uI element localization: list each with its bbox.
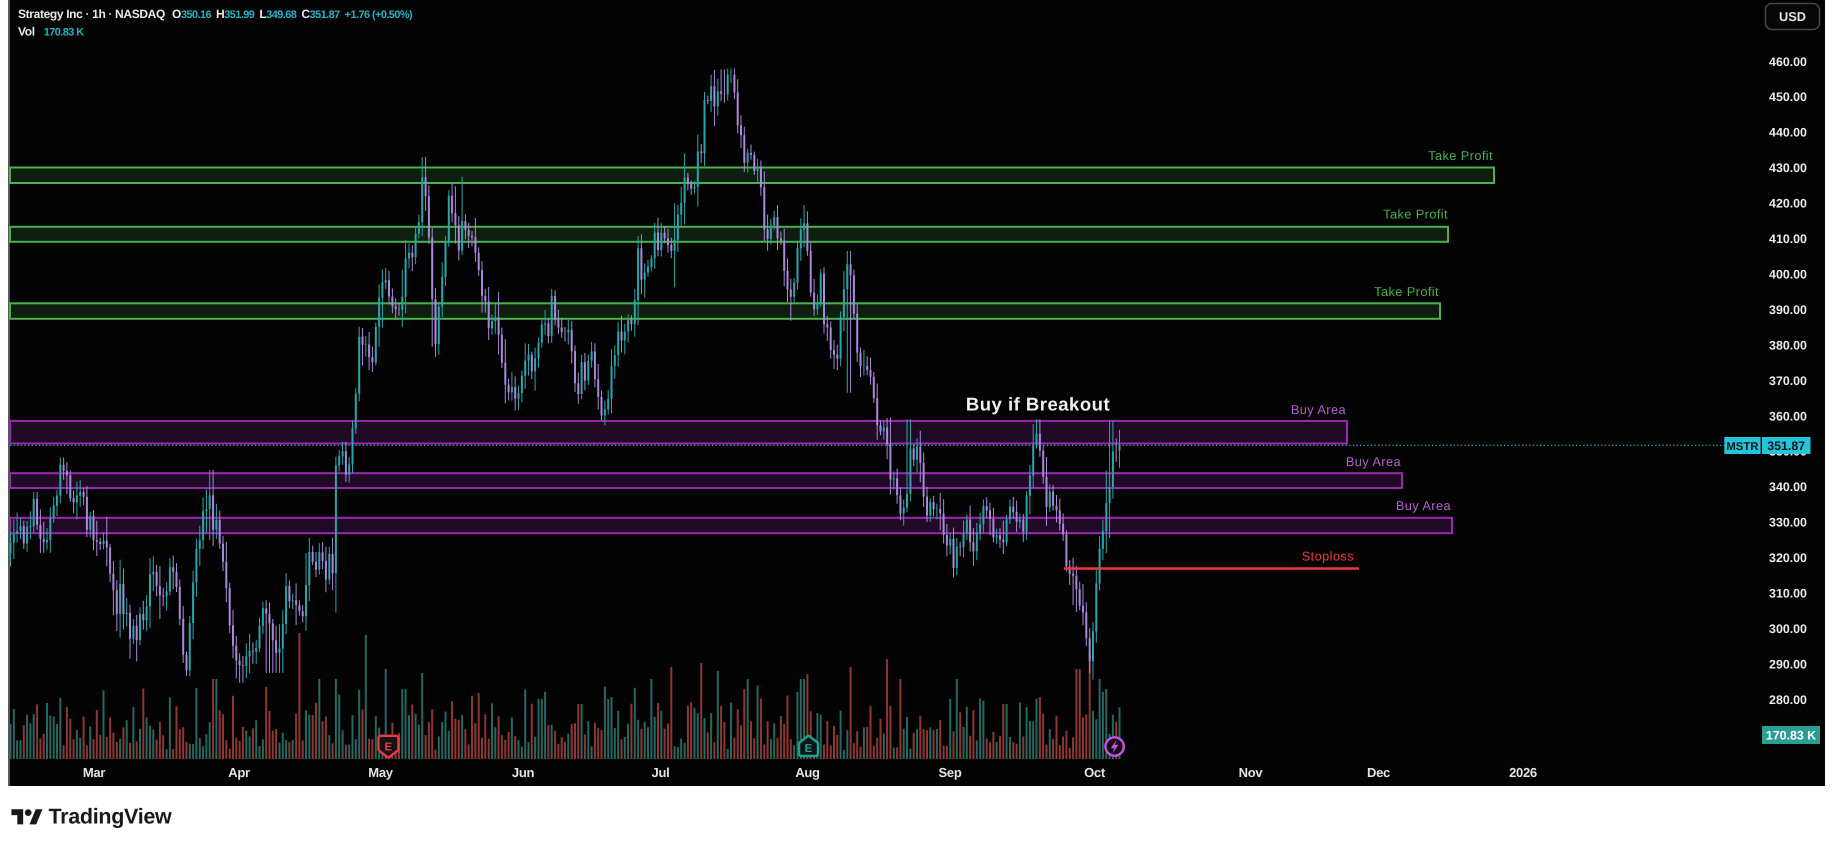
svg-text:Nov: Nov xyxy=(1239,765,1264,780)
svg-text:430.00: 430.00 xyxy=(1769,161,1807,175)
svg-text:Buy Area: Buy Area xyxy=(1291,402,1347,417)
svg-text:Aug: Aug xyxy=(795,765,820,780)
svg-text:TradingView: TradingView xyxy=(49,804,173,828)
svg-text:May: May xyxy=(368,765,393,780)
svg-text:280.00: 280.00 xyxy=(1769,693,1807,707)
svg-text:460.00: 460.00 xyxy=(1769,55,1807,69)
svg-text:320.00: 320.00 xyxy=(1769,551,1807,565)
svg-text:Take Profit: Take Profit xyxy=(1428,148,1493,163)
svg-text:330.00: 330.00 xyxy=(1769,516,1807,530)
svg-text:Buy if Breakout: Buy if Breakout xyxy=(966,393,1110,414)
svg-text:410.00: 410.00 xyxy=(1769,232,1807,246)
svg-text:380.00: 380.00 xyxy=(1769,338,1807,352)
svg-text:Take Profit: Take Profit xyxy=(1383,206,1448,221)
svg-text:Sep: Sep xyxy=(939,765,962,780)
svg-text:Oct: Oct xyxy=(1084,765,1106,780)
svg-text:E: E xyxy=(385,742,393,754)
svg-text:Buy Area: Buy Area xyxy=(1346,454,1402,469)
svg-text:400.00: 400.00 xyxy=(1769,268,1807,282)
svg-text:300.00: 300.00 xyxy=(1769,622,1807,636)
svg-text:Stoploss: Stoploss xyxy=(1302,549,1354,564)
svg-text:170.83 K: 170.83 K xyxy=(1766,729,1816,743)
svg-text:E: E xyxy=(805,743,813,755)
svg-text:390.00: 390.00 xyxy=(1769,303,1807,317)
svg-text:Jun: Jun xyxy=(512,765,535,780)
svg-text:Dec: Dec xyxy=(1367,765,1390,780)
svg-text:MSTR: MSTR xyxy=(1726,441,1758,453)
svg-text:Apr: Apr xyxy=(228,765,250,780)
svg-text:Mar: Mar xyxy=(83,765,105,780)
svg-text:Buy Area: Buy Area xyxy=(1396,498,1452,513)
svg-text:360.00: 360.00 xyxy=(1769,409,1807,423)
svg-text:440.00: 440.00 xyxy=(1769,126,1807,140)
svg-text:2026: 2026 xyxy=(1509,765,1537,780)
svg-text:Vol 170.83 K: Vol 170.83 K xyxy=(18,25,84,39)
svg-text:370.00: 370.00 xyxy=(1769,374,1807,388)
svg-text:290.00: 290.00 xyxy=(1769,657,1807,671)
svg-text:450.00: 450.00 xyxy=(1769,90,1807,104)
svg-text:Jul: Jul xyxy=(652,765,670,780)
svg-text:USD: USD xyxy=(1779,9,1806,24)
svg-text:420.00: 420.00 xyxy=(1769,197,1807,211)
svg-text:310.00: 310.00 xyxy=(1769,587,1807,601)
svg-text:340.00: 340.00 xyxy=(1769,480,1807,494)
svg-text:Take Profit: Take Profit xyxy=(1374,284,1439,299)
svg-text:351.87: 351.87 xyxy=(1767,439,1805,453)
